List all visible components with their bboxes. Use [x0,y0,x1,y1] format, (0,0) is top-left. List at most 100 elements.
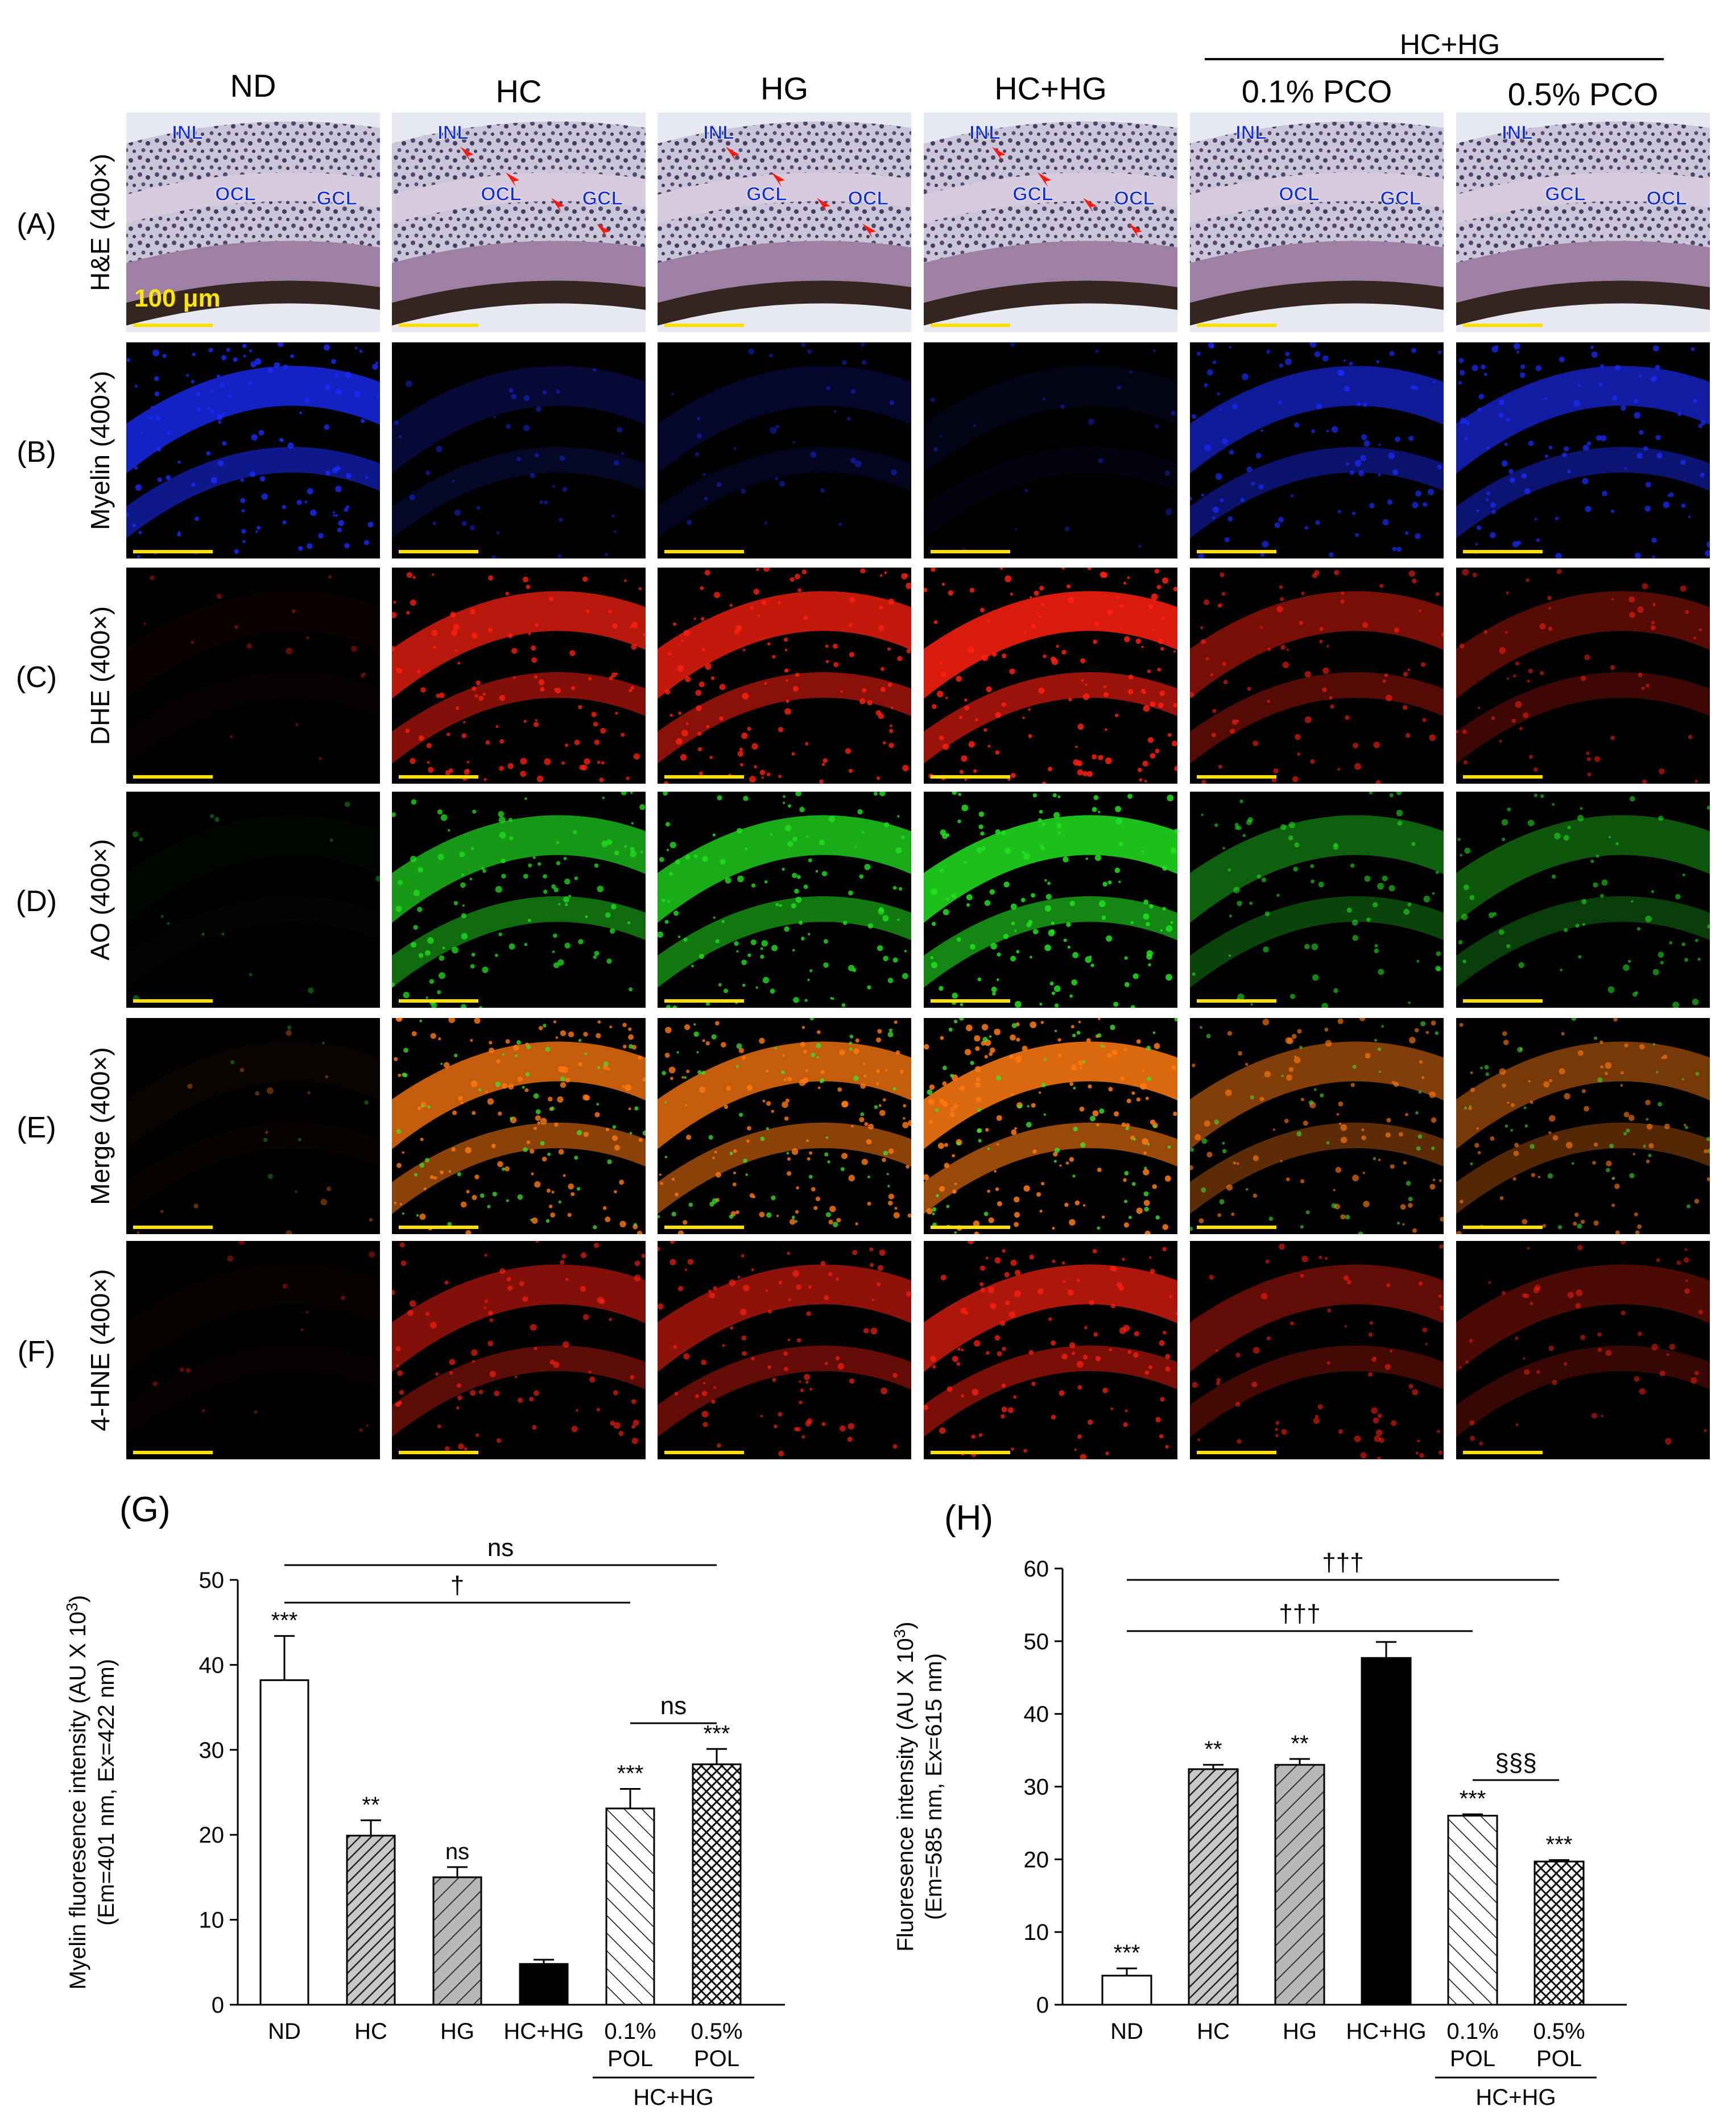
fluorescence-speck [419,1213,426,1220]
fluorescence-speck [344,507,348,512]
fluorescence-speck [1597,1332,1602,1337]
fluorescence-speck [1411,347,1417,353]
fluorescence-speck [1429,734,1436,741]
retinal-layer-band [1190,172,1444,224]
fluorescence-speck [1077,1385,1082,1390]
fluorescence-speck [1061,1261,1065,1265]
merge-green-speck [1577,1223,1582,1229]
fluorescence-speck [1404,531,1409,535]
fluorescence-speck [399,1203,402,1206]
fluorescence-speck [940,1274,946,1281]
fluorescence-speck [354,390,361,398]
fluorescence-band [392,1345,646,1437]
fluorescence-background [126,568,380,784]
fluorescence-speck [1664,1123,1670,1129]
fluorescence-speck [250,471,255,477]
fluorescence-speck [1086,1038,1091,1043]
merge-green-speck [932,1207,937,1212]
fluorescence-speck [1486,446,1490,450]
fluorescence-speck [1637,1224,1642,1229]
panel-label: (E) [16,1111,56,1144]
fluorescence-speck [1171,1065,1176,1070]
fluorescence-speck [761,599,767,605]
micrograph-cell [924,1241,1177,1459]
fluorescence-speck [1373,1417,1379,1423]
fluorescence-speck [1221,438,1228,445]
fluorescence-speck [778,1450,784,1456]
fluorescence-speck [561,761,565,765]
pco-group-header: HC+HG [1400,28,1500,60]
fluorescence-speck [1105,757,1112,764]
fluorescence-speck [553,887,559,892]
fluorescence-speck [166,475,171,481]
fluorescence-speck [890,724,892,727]
fluorescence-speck [805,1380,809,1384]
fluorescence-speck [523,395,530,402]
fluorescence-speck [842,360,847,365]
fluorescence-speck [277,363,280,366]
fluorescence-speck [397,1370,403,1376]
merge-green-speck [1174,1018,1177,1021]
fluorescence-speck [474,1174,480,1180]
fluorescence-speck [230,735,233,738]
fluorescence-speck [1039,810,1043,814]
fluorescence-speck [1361,434,1367,440]
fluorescence-speck [430,1033,436,1039]
fluorescence-speck [1056,644,1059,648]
fluorescence-speck [1055,1003,1059,1008]
fluorescence-speck [978,1433,983,1437]
fluorescence-speck [1504,442,1508,446]
fluorescence-speck [154,376,159,381]
fluorescence-speck [979,607,985,613]
fluorescence-speck [997,1143,999,1146]
fluorescence-speck [1669,941,1673,945]
chart-panel-label: (H) [944,1499,993,1538]
micrograph-cell [126,1018,380,1234]
fluorescence-speck [554,1123,559,1127]
fluorescence-speck [454,509,461,516]
fluorescence-speck [1162,1224,1168,1230]
fluorescence-speck [852,968,857,973]
fluorescence-speck [535,406,542,412]
fluorescence-speck [392,982,395,988]
merge-green-speck [1435,1031,1439,1035]
fluorescence-speck [214,817,220,822]
fluorescence-speck [334,373,338,377]
fluorescence-speck [988,1217,994,1223]
fluorescence-speck [593,367,597,372]
fluorescence-speck [1621,1241,1626,1245]
fluorescence-speck [1152,349,1156,353]
fluorescence-speck [1164,470,1170,476]
fluorescence-speck [698,771,704,776]
fluorescence-speck [862,1062,866,1066]
fluorescence-speck [1201,780,1206,784]
micrograph-cell [126,568,380,784]
fluorescence-speck [1681,503,1686,508]
fluorescence-speck [1111,1049,1118,1056]
fluorescence-speck [958,792,961,796]
fluorescence-speck [578,939,584,945]
fluorescence-speck [1260,1293,1268,1300]
fluorescence-speck [1310,759,1315,764]
merge-green-speck [1374,1038,1378,1042]
fluorescence-speck [563,856,567,860]
fluorescence-speck [1680,460,1686,465]
fluorescence-speck [1032,793,1038,798]
merge-green-speck [701,1070,706,1075]
merge-green-speck [711,1034,717,1040]
fluorescence-speck [482,692,486,696]
fluorescence-speck [1408,436,1414,441]
fluorescence-speck [553,933,557,938]
fluorescence-speck [1143,691,1146,694]
fluorescence-speck [1169,1295,1172,1299]
fluorescence-speck [483,778,487,781]
fluorescence-speck [1136,1039,1141,1044]
fluorescence-speck [1515,701,1522,708]
fluorescence-speck [1094,854,1101,861]
fluorescence-speck [307,543,313,549]
merge-green-speck [1268,1216,1274,1221]
y-axis-label: Fluoresence intensity (AU X 103)(Em=585 … [891,1621,946,1951]
fluorescence-speck [1540,794,1544,798]
fluorescence-speck [1396,809,1403,817]
